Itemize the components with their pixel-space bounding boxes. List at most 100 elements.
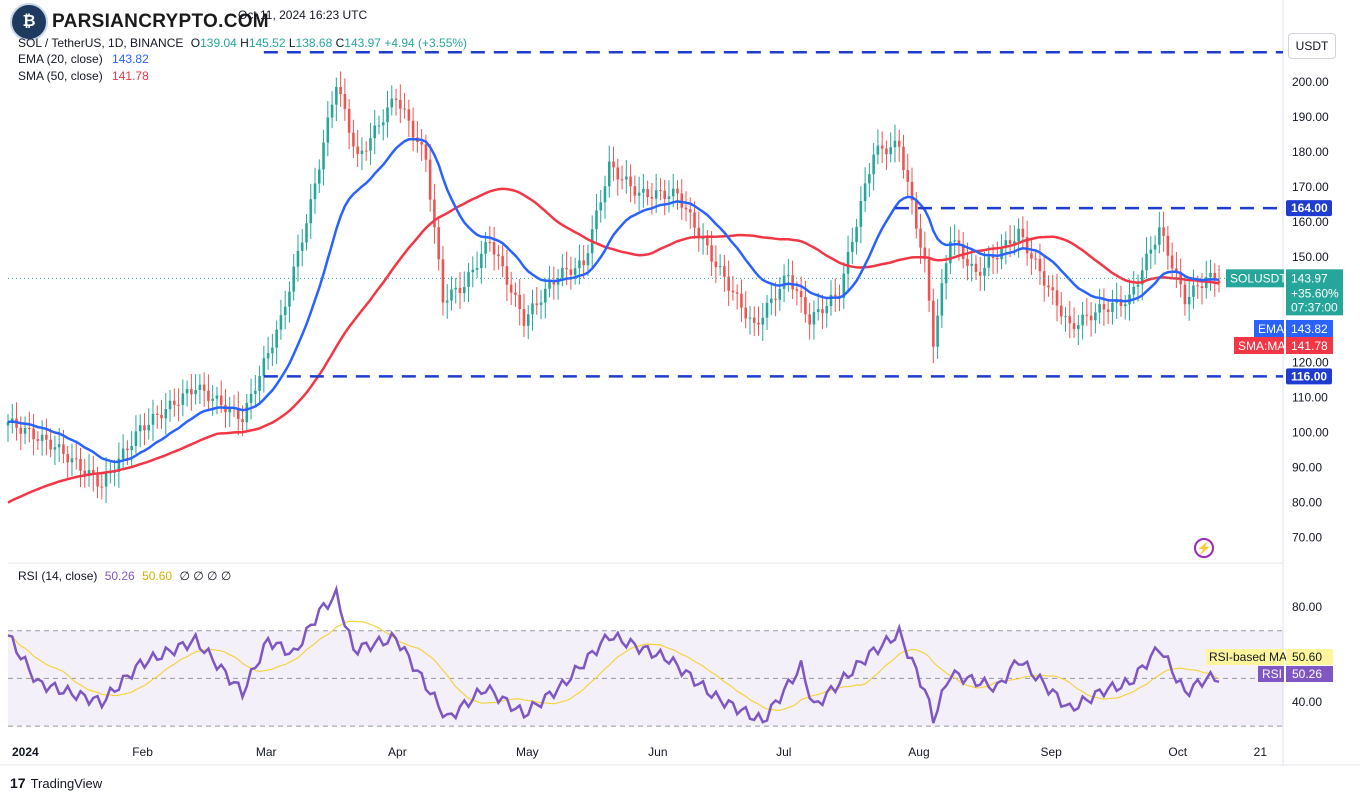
candle[interactable] — [236, 407, 240, 420]
candle[interactable] — [514, 292, 517, 295]
symbol-name[interactable]: SOL / TetherUS, 1D, BINANCE — [18, 36, 184, 50]
candle[interactable] — [369, 138, 372, 151]
candle[interactable] — [1149, 249, 1153, 254]
candle[interactable] — [339, 86, 342, 95]
candle[interactable] — [343, 94, 347, 109]
candle[interactable] — [821, 309, 824, 314]
candle[interactable] — [966, 258, 969, 266]
candle[interactable] — [262, 358, 266, 377]
candle[interactable] — [45, 434, 48, 440]
candle[interactable] — [539, 302, 543, 305]
candle[interactable] — [1192, 285, 1195, 297]
candle[interactable] — [693, 212, 696, 228]
candle[interactable] — [804, 297, 807, 315]
candle[interactable] — [1158, 227, 1161, 245]
candle[interactable] — [752, 317, 756, 323]
candle[interactable] — [974, 263, 978, 272]
candle[interactable] — [825, 306, 829, 314]
candle[interactable] — [40, 434, 44, 441]
candle[interactable] — [932, 300, 935, 347]
candle[interactable] — [497, 254, 500, 257]
candle[interactable] — [616, 167, 620, 180]
candle[interactable] — [138, 425, 142, 432]
candle[interactable] — [565, 268, 568, 270]
candle[interactable] — [96, 474, 99, 487]
candle[interactable] — [625, 176, 628, 180]
candle[interactable] — [889, 147, 892, 155]
candle[interactable] — [552, 281, 556, 285]
candle[interactable] — [296, 250, 300, 267]
candle[interactable] — [923, 247, 927, 260]
candle[interactable] — [1132, 286, 1136, 295]
candle[interactable] — [910, 181, 914, 201]
candle[interactable] — [1213, 272, 1217, 281]
candle[interactable] — [104, 473, 108, 487]
candle[interactable] — [526, 314, 530, 326]
candle[interactable] — [1030, 253, 1033, 259]
candle[interactable] — [1059, 305, 1063, 317]
candle[interactable] — [399, 99, 402, 109]
candle[interactable] — [198, 384, 202, 390]
candle[interactable] — [978, 271, 982, 276]
candle[interactable] — [266, 353, 270, 359]
candle[interactable] — [1004, 240, 1008, 249]
candle[interactable] — [360, 150, 364, 154]
candle[interactable] — [569, 269, 573, 275]
candle[interactable] — [1034, 258, 1037, 260]
candle[interactable] — [1217, 280, 1221, 284]
candle[interactable] — [130, 445, 133, 451]
tradingview-brand[interactable]: 17 TradingView — [10, 775, 102, 791]
candle[interactable] — [190, 389, 193, 395]
candle[interactable] — [1145, 253, 1148, 271]
candle[interactable] — [710, 245, 713, 262]
candle[interactable] — [424, 144, 428, 160]
candle[interactable] — [381, 122, 385, 126]
ema-line[interactable] — [7, 137, 1220, 464]
candle[interactable] — [761, 317, 765, 325]
candle[interactable] — [663, 190, 666, 200]
candle[interactable] — [335, 86, 338, 105]
candle[interactable] — [215, 395, 219, 399]
candle[interactable] — [1162, 227, 1165, 236]
candle[interactable] — [484, 241, 487, 254]
candle[interactable] — [377, 125, 381, 127]
candle[interactable] — [573, 268, 577, 275]
candle[interactable] — [1068, 316, 1072, 324]
candle[interactable] — [1025, 237, 1029, 254]
candle[interactable] — [940, 283, 944, 316]
candle[interactable] — [219, 395, 223, 406]
candle[interactable] — [735, 292, 739, 294]
candle[interactable] — [121, 448, 125, 459]
candle[interactable] — [859, 201, 863, 227]
sma-legend[interactable]: SMA (50, close) 141.78 — [18, 69, 149, 83]
candle[interactable] — [322, 142, 325, 170]
candle[interactable] — [872, 154, 875, 175]
candle[interactable] — [407, 109, 411, 121]
candle[interactable] — [168, 400, 172, 410]
candle[interactable] — [603, 186, 607, 203]
candle[interactable] — [1085, 314, 1089, 316]
candle[interactable] — [718, 266, 722, 268]
candle[interactable] — [629, 176, 632, 187]
candle[interactable] — [279, 315, 283, 330]
candle[interactable] — [164, 409, 168, 419]
candle[interactable] — [782, 275, 786, 289]
candle[interactable] — [876, 145, 880, 155]
candle[interactable] — [799, 291, 803, 298]
candle[interactable] — [1183, 284, 1187, 305]
candle[interactable] — [851, 242, 854, 252]
candle[interactable] — [1077, 325, 1080, 330]
candle[interactable] — [271, 347, 274, 354]
candle[interactable] — [846, 251, 850, 274]
candle[interactable] — [893, 140, 897, 148]
candle[interactable] — [522, 309, 526, 326]
rsi-line[interactable] — [7, 584, 1220, 724]
candle[interactable] — [757, 322, 760, 325]
candle[interactable] — [1166, 235, 1170, 256]
candle[interactable] — [501, 256, 504, 267]
candle[interactable] — [177, 404, 180, 406]
candle[interactable] — [245, 402, 249, 423]
candle[interactable] — [885, 148, 888, 155]
candle[interactable] — [241, 419, 244, 423]
candle[interactable] — [79, 458, 82, 471]
